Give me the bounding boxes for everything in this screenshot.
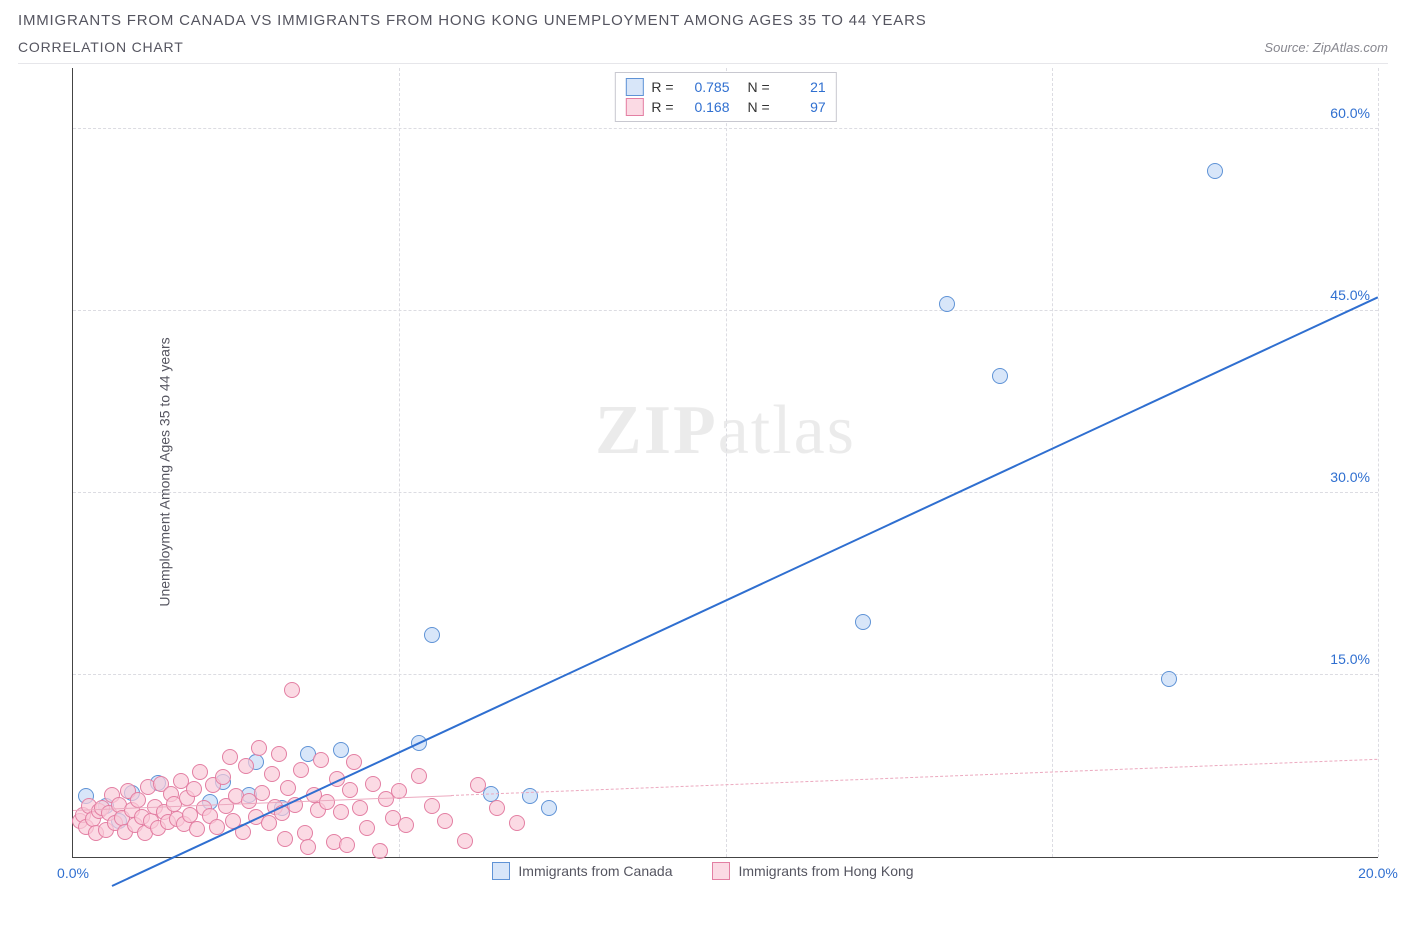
subtitle-row: CORRELATION CHART Source: ZipAtlas.com [18, 39, 1388, 55]
data-point-hongkong [186, 781, 202, 797]
data-point-hongkong [189, 821, 205, 837]
data-point-hongkong [277, 831, 293, 847]
data-point-canada [992, 368, 1008, 384]
x-tick-label: 20.0% [1358, 865, 1398, 881]
data-point-hongkong [215, 769, 231, 785]
source-name: ZipAtlas.com [1313, 40, 1388, 55]
data-point-hongkong [509, 815, 525, 831]
data-point-hongkong [346, 754, 362, 770]
r-value: 0.168 [682, 99, 730, 115]
data-point-hongkong [470, 777, 486, 793]
r-value: 0.785 [682, 79, 730, 95]
data-point-hongkong [130, 792, 146, 808]
data-point-hongkong [284, 682, 300, 698]
legend-stats-box: R = 0.785 N = 21 R = 0.168 N = 97 [614, 72, 836, 122]
data-point-canada [541, 800, 557, 816]
footer-legend: Immigrants from Canada Immigrants from Ho… [18, 862, 1388, 880]
data-point-hongkong [359, 820, 375, 836]
data-point-hongkong [457, 833, 473, 849]
y-tick-label: 60.0% [1330, 105, 1370, 121]
data-point-hongkong [333, 804, 349, 820]
data-point-hongkong [489, 800, 505, 816]
legend-label: Immigrants from Canada [518, 863, 672, 879]
footer-legend-item-canada: Immigrants from Canada [492, 862, 672, 880]
watermark-zip: ZIP [595, 392, 718, 469]
data-point-hongkong [339, 837, 355, 853]
data-point-hongkong [411, 768, 427, 784]
data-point-hongkong [300, 839, 316, 855]
y-tick-label: 30.0% [1330, 469, 1370, 485]
gridline-v [1052, 68, 1053, 857]
page-title: IMMIGRANTS FROM CANADA VS IMMIGRANTS FRO… [18, 12, 1388, 29]
data-point-hongkong [238, 758, 254, 774]
source-credit: Source: ZipAtlas.com [1264, 40, 1388, 55]
data-point-hongkong [264, 766, 280, 782]
trend-line [112, 297, 1379, 888]
gridline-v [1378, 68, 1379, 857]
data-point-hongkong [398, 817, 414, 833]
gridline-v [399, 68, 400, 857]
data-point-hongkong [254, 785, 270, 801]
legend-label: Immigrants from Hong Kong [738, 863, 913, 879]
y-tick-label: 15.0% [1330, 651, 1370, 667]
r-label: R = [651, 99, 673, 115]
legend-stats-row-canada: R = 0.785 N = 21 [621, 77, 829, 97]
gridline-v [726, 68, 727, 857]
data-point-hongkong [352, 800, 368, 816]
data-point-hongkong [271, 746, 287, 762]
n-label: N = [748, 99, 770, 115]
data-point-hongkong [372, 843, 388, 859]
source-label: Source: [1264, 40, 1309, 55]
data-point-canada [1161, 671, 1177, 687]
legend-swatch [492, 862, 510, 880]
n-value: 97 [778, 99, 826, 115]
y-tick-label: 45.0% [1330, 287, 1370, 303]
n-label: N = [748, 79, 770, 95]
trend-line [451, 759, 1378, 796]
legend-swatch [712, 862, 730, 880]
data-point-hongkong [424, 798, 440, 814]
data-point-hongkong [222, 749, 238, 765]
footer-legend-item-hongkong: Immigrants from Hong Kong [712, 862, 913, 880]
data-point-hongkong [251, 740, 267, 756]
plot-area: ZIPatlas R = 0.785 N = 21 R = 0.168 N = 97 15.0… [72, 68, 1378, 858]
watermark-atlas: atlas [718, 392, 856, 469]
data-point-hongkong [280, 780, 296, 796]
legend-swatch [625, 98, 643, 116]
data-point-hongkong [313, 752, 329, 768]
data-point-canada [855, 614, 871, 630]
data-point-hongkong [192, 764, 208, 780]
data-point-canada [333, 742, 349, 758]
data-point-canada [424, 627, 440, 643]
chart-container: Unemployment Among Ages 35 to 44 years Z… [18, 63, 1388, 880]
r-label: R = [651, 79, 673, 95]
legend-stats-row-hongkong: R = 0.168 N = 97 [621, 97, 829, 117]
data-point-hongkong [293, 762, 309, 778]
data-point-hongkong [297, 825, 313, 841]
data-point-hongkong [437, 813, 453, 829]
n-value: 21 [778, 79, 826, 95]
data-point-hongkong [365, 776, 381, 792]
chart-subtitle: CORRELATION CHART [18, 39, 184, 55]
x-tick-label: 0.0% [57, 865, 89, 881]
data-point-hongkong [342, 782, 358, 798]
data-point-canada [939, 296, 955, 312]
data-point-canada [1207, 163, 1223, 179]
legend-swatch [625, 78, 643, 96]
